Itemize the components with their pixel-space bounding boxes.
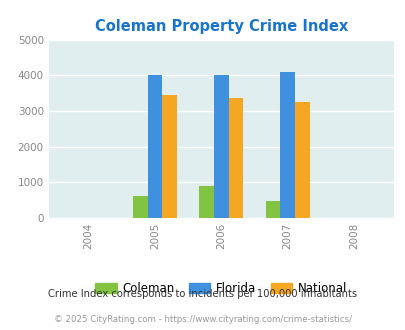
Bar (162, 95, 176, 218)
Text: Crime Index corresponds to incidents per 100,000 inhabitants: Crime Index corresponds to incidents per… (48, 289, 357, 299)
Bar (133, 196, 147, 218)
Bar (265, 201, 279, 218)
Bar (228, 98, 243, 218)
Text: © 2025 CityRating.com - https://www.cityrating.com/crime-statistics/: © 2025 CityRating.com - https://www.city… (54, 315, 351, 324)
Legend: Coleman, Florida, National: Coleman, Florida, National (90, 277, 351, 300)
Bar (279, 72, 294, 218)
Bar (294, 102, 309, 218)
Bar (147, 75, 162, 218)
Bar (199, 186, 213, 218)
Title: Coleman Property Crime Index: Coleman Property Crime Index (94, 19, 347, 34)
Bar (213, 75, 228, 218)
